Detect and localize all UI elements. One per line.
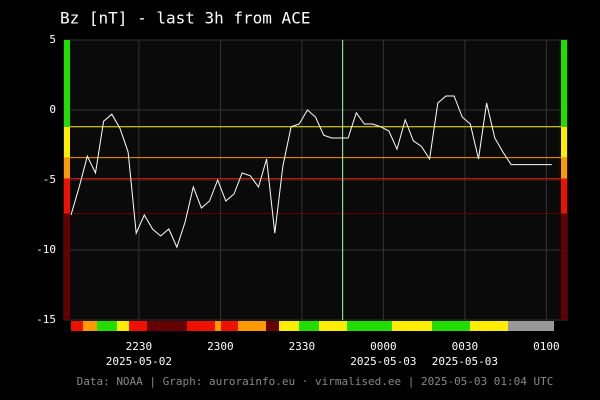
strip-seg <box>488 321 508 331</box>
strip-seg <box>279 321 299 331</box>
strip-seg <box>508 321 554 331</box>
side-bar <box>561 40 567 127</box>
side-bar <box>64 213 70 320</box>
strip-seg <box>392 321 432 331</box>
side-bar <box>64 40 70 127</box>
footer: Data: NOAA | Graph: aurorainfo.eu · virm… <box>77 375 554 388</box>
strip-seg <box>432 321 470 331</box>
x-date-label: 2025-05-03 <box>350 355 416 368</box>
chart-title: Bz [nT] - last 3h from ACE <box>60 9 310 28</box>
x-tick-label: 0000 <box>370 340 397 353</box>
strip-seg <box>129 321 147 331</box>
strip-seg <box>97 321 117 331</box>
x-tick-label: 2230 <box>126 340 153 353</box>
y-tick-label: -10 <box>36 243 56 256</box>
side-bar <box>64 126 70 158</box>
side-bar <box>64 178 70 214</box>
x-date-label: 2025-05-03 <box>432 355 498 368</box>
activity-strip <box>71 321 554 331</box>
x-tick-label: 0100 <box>533 340 560 353</box>
strip-seg <box>71 321 83 331</box>
y-tick-label: 0 <box>49 103 56 116</box>
side-bar <box>64 157 70 179</box>
x-tick-label: 2300 <box>207 340 234 353</box>
strip-seg <box>117 321 129 331</box>
strip-seg <box>238 321 266 331</box>
strip-seg <box>221 321 238 331</box>
strip-seg <box>187 321 215 331</box>
strip-seg <box>347 321 392 331</box>
y-tick-label: 5 <box>49 33 56 46</box>
side-bar <box>561 178 567 214</box>
x-date-label: 2025-05-02 <box>106 355 172 368</box>
side-bar <box>561 126 567 158</box>
side-bar <box>561 157 567 179</box>
x-tick-label: 0030 <box>452 340 479 353</box>
strip-seg <box>299 321 319 331</box>
strip-seg <box>147 321 187 331</box>
x-tick-label: 2330 <box>289 340 316 353</box>
y-tick-label: -15 <box>36 313 56 326</box>
strip-seg <box>266 321 279 331</box>
strip-seg <box>319 321 347 331</box>
strip-seg <box>470 321 488 331</box>
y-tick-label: -5 <box>43 173 56 186</box>
side-bar <box>561 213 567 320</box>
strip-seg <box>83 321 97 331</box>
strip-seg <box>215 321 221 331</box>
bz-line <box>70 95 552 249</box>
